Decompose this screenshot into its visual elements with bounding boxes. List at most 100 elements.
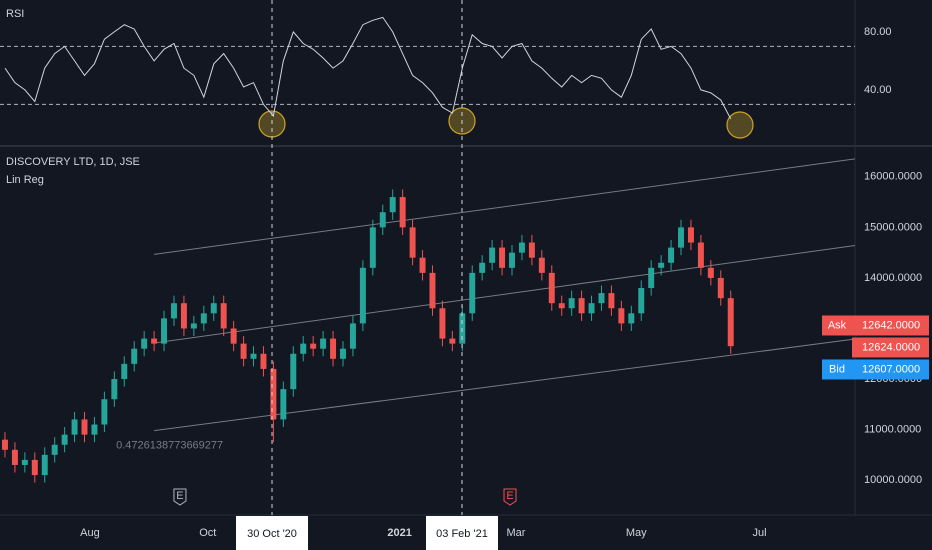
candle-body	[648, 267, 655, 289]
quote-box	[852, 315, 929, 336]
lin-reg-label: 0.4726138773669277	[116, 439, 223, 451]
candle-body	[697, 242, 704, 268]
lin-reg-upper	[154, 158, 856, 255]
candle-body	[280, 389, 287, 420]
x-tick-label: May	[626, 527, 647, 539]
candle-body	[41, 454, 48, 476]
crosshair-label: 30 Oct '20	[247, 528, 297, 540]
candle-body	[81, 419, 88, 435]
candle-body	[111, 379, 118, 400]
candle-body	[409, 227, 416, 258]
candle-body	[71, 419, 78, 435]
candle-body	[171, 303, 177, 319]
candle-body	[707, 267, 714, 278]
y-tick-label: 16000.0000	[864, 171, 922, 183]
candle-body	[310, 343, 317, 349]
event-marker: E	[173, 488, 187, 506]
candle-body	[210, 303, 217, 314]
candle-body	[528, 242, 535, 258]
candle-body	[250, 353, 257, 359]
rsi-line	[4, 16, 732, 120]
candle-body	[51, 444, 58, 455]
candle-body	[101, 399, 108, 425]
candle-body	[200, 313, 207, 324]
crosshair-label: 03 Feb '21	[436, 528, 488, 540]
candle-body	[151, 338, 158, 344]
crosshair-label-box	[236, 516, 309, 550]
y-tick-label: 14000.0000	[864, 272, 922, 284]
x-tick-label: Aug	[80, 527, 100, 539]
event-label: E	[176, 490, 183, 502]
rsi-tick-label: 40.00	[864, 84, 892, 96]
candle-body	[618, 308, 625, 324]
candle-body	[290, 353, 297, 390]
candle-body	[260, 353, 267, 369]
candle-body	[31, 459, 38, 476]
candle-body	[121, 363, 128, 380]
quote-label: 12607.0000	[862, 363, 920, 375]
event-label: E	[506, 490, 513, 502]
candle-body	[449, 338, 456, 344]
candle-body	[240, 343, 247, 359]
quote-box	[852, 359, 929, 380]
candle-body	[389, 197, 396, 213]
candle-body	[439, 308, 446, 339]
y-tick-label: 10000.0000	[864, 474, 922, 486]
rsi-tick-label: 80.00	[864, 26, 892, 38]
candle-body	[509, 252, 515, 268]
candle-body	[220, 303, 227, 329]
candle-body	[369, 227, 376, 268]
candle-body	[628, 313, 635, 324]
candle-body	[578, 298, 585, 314]
highlight-circle	[726, 111, 754, 139]
candle-body	[399, 197, 406, 228]
candle-body	[479, 262, 486, 273]
candle-body	[429, 272, 436, 309]
quote-name: Ask	[828, 319, 847, 331]
candle-body	[469, 272, 476, 314]
quote-label: 12624.0000	[862, 341, 920, 353]
candle-body	[340, 348, 346, 359]
quote-name-box	[822, 359, 852, 380]
candle-body	[658, 262, 665, 268]
candle-body	[489, 247, 496, 263]
y-tick-label: 11000.0000	[864, 423, 921, 435]
quote-name-box	[822, 315, 852, 336]
x-tick-label: 2021	[387, 527, 411, 539]
candle-body	[678, 227, 684, 248]
x-tick-label: Mar	[507, 527, 526, 539]
candle-body	[558, 303, 565, 309]
candle-body	[141, 338, 148, 349]
rsi-title: RSI	[6, 8, 24, 20]
quote-label: 12642.0000	[862, 319, 920, 331]
candle-body	[300, 343, 307, 354]
candle-body	[638, 288, 645, 314]
candle-body	[11, 449, 18, 465]
x-tick-label: Oct	[199, 527, 216, 539]
indicator-title: Lin Reg	[6, 174, 44, 186]
candle-body	[598, 293, 605, 304]
candle-body	[330, 338, 337, 359]
candle-body	[727, 298, 734, 347]
candle-body	[230, 328, 237, 344]
x-tick-label: Jul	[753, 527, 767, 539]
quote-name: Bid	[829, 363, 845, 375]
candle-body	[61, 434, 68, 445]
candle-body	[499, 247, 506, 268]
candle-body	[548, 272, 555, 304]
candle-body	[91, 424, 98, 435]
candle-body	[1, 439, 8, 450]
candle-body	[419, 257, 426, 273]
candle-body	[687, 227, 694, 243]
candle-body	[608, 293, 615, 309]
candle-body	[668, 247, 675, 263]
candle-body	[568, 298, 575, 309]
event-icon	[503, 488, 517, 506]
candle-body	[270, 368, 277, 420]
candle-body	[21, 459, 28, 465]
lin-reg-middle	[154, 244, 856, 344]
candle-body	[161, 318, 168, 344]
candle-body	[359, 267, 366, 324]
